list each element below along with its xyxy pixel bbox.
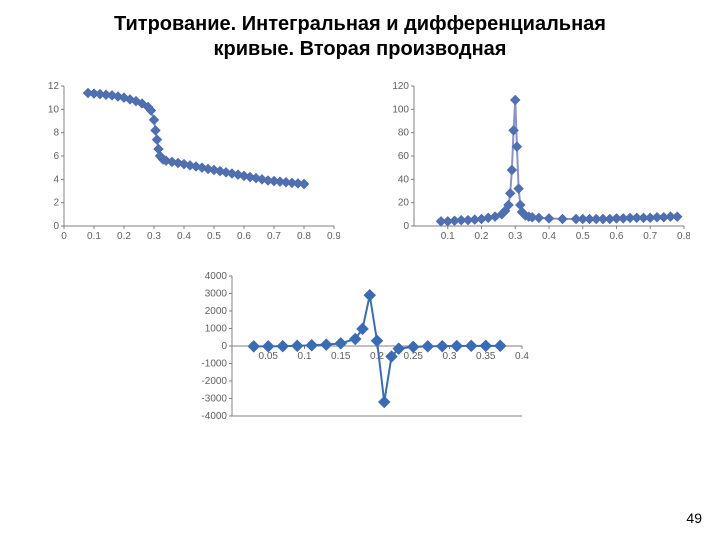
svg-text:-4000: -4000 [201,411,227,422]
svg-text:0.2: 0.2 [475,231,489,242]
svg-text:0.5: 0.5 [576,231,590,242]
svg-text:0.05: 0.05 [259,351,279,362]
chart-integral-curve: 0 2 4 6 8 10 12 0 0.1 0.2 0.3 0.4 0.5 0.6 0.7 0.8 0.9 [30,80,340,250]
title-line-2: кривые. Вторая производная [0,37,720,62]
svg-text:20: 20 [398,198,410,209]
svg-text:60: 60 [398,151,410,162]
svg-text:0.4: 0.4 [515,351,529,362]
svg-text:0: 0 [403,221,409,232]
svg-text:0.1: 0.1 [87,231,101,242]
svg-text:1000: 1000 [205,324,228,335]
title-line-1: Титрование. Интегральная и дифференциаль… [0,12,720,37]
svg-text:0.3: 0.3 [147,231,161,242]
svg-text:12: 12 [48,81,60,92]
svg-text:0.8: 0.8 [297,231,311,242]
svg-text:0.6: 0.6 [237,231,251,242]
chart-second-derivative: -4000 -3000 -2000 -1000 0 1000 2000 3000 4000 0.0… [190,270,530,440]
svg-text:80: 80 [398,128,410,139]
svg-text:0.35: 0.35 [476,351,496,362]
svg-text:-2000: -2000 [201,376,227,387]
svg-text:8: 8 [53,128,59,139]
svg-text:0: 0 [221,341,227,352]
svg-text:0: 0 [61,231,67,242]
svg-text:0.7: 0.7 [267,231,281,242]
svg-text:4000: 4000 [205,271,228,282]
svg-text:100: 100 [392,104,409,115]
svg-text:0.3: 0.3 [443,351,457,362]
svg-text:0.7: 0.7 [643,231,657,242]
svg-text:2000: 2000 [205,306,228,317]
svg-text:0.8: 0.8 [677,231,690,242]
svg-text:0.15: 0.15 [331,351,351,362]
svg-text:0.3: 0.3 [508,231,522,242]
svg-text:0: 0 [53,221,59,232]
svg-text:0.2: 0.2 [370,351,384,362]
svg-text:6: 6 [53,151,59,162]
page-number: 49 [686,510,702,526]
svg-text:0.4: 0.4 [542,231,556,242]
svg-text:0.2: 0.2 [117,231,131,242]
svg-text:-1000: -1000 [201,359,227,370]
svg-text:-3000: -3000 [201,394,227,405]
svg-text:0.6: 0.6 [610,231,624,242]
svg-text:0.4: 0.4 [177,231,191,242]
svg-text:4: 4 [53,174,59,185]
svg-text:0.5: 0.5 [207,231,221,242]
svg-text:120: 120 [392,81,409,92]
svg-text:10: 10 [48,104,60,115]
svg-text:2: 2 [53,198,59,209]
svg-text:0.1: 0.1 [441,231,455,242]
chart-differential-curve: 0 20 40 60 80 100 120 0.1 0.2 0.3 0.4 0.5 0.6 0.7 0.8 [380,80,690,250]
svg-text:3000: 3000 [205,289,228,300]
slide-title: Титрование. Интегральная и дифференциаль… [0,12,720,62]
svg-text:0.1: 0.1 [298,351,312,362]
svg-text:0.9: 0.9 [327,231,340,242]
svg-text:40: 40 [398,174,410,185]
